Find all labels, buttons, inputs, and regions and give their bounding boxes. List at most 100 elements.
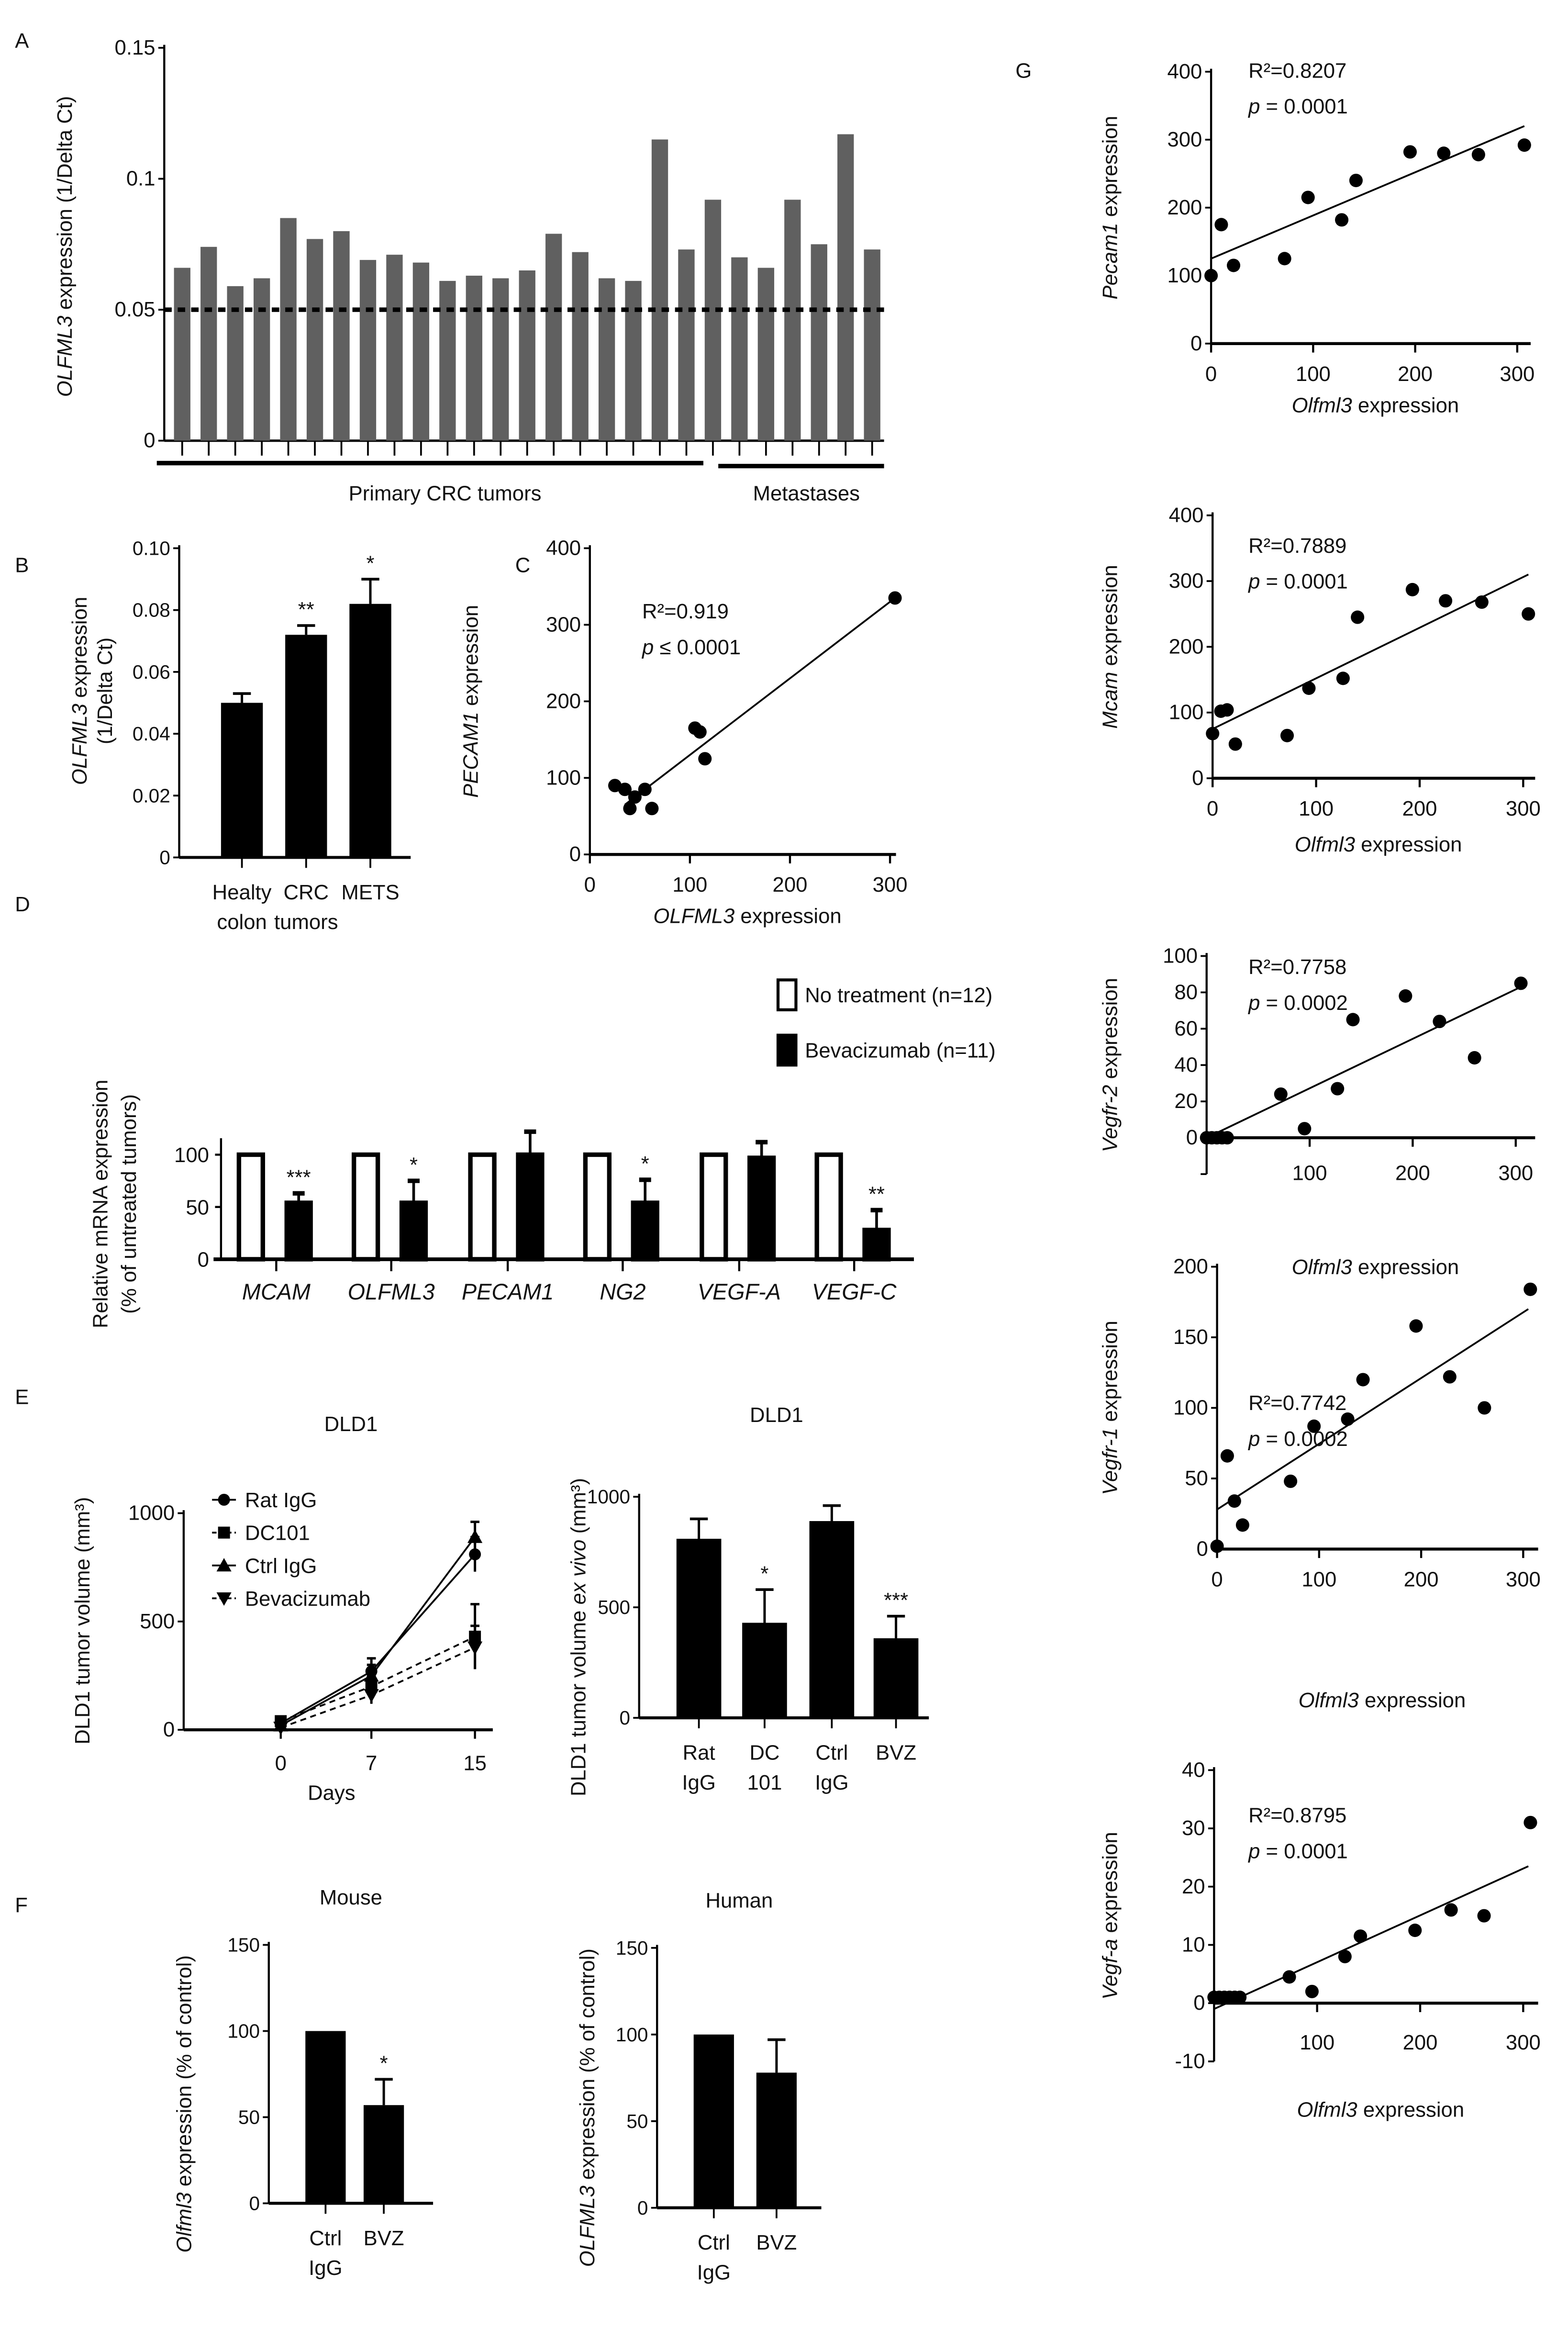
chart-G2-y-label-part: expression: [1098, 565, 1122, 672]
data-point: [1477, 1909, 1491, 1923]
chart-E2-y-label-part: DLD1 tumor volume: [567, 1605, 590, 1797]
chart-F2-y-label-part: expression (% of control): [576, 1948, 599, 2185]
x-tick-label-part: VEGF-A: [698, 1279, 781, 1304]
data-point: [1278, 252, 1291, 266]
legend-marker: [218, 1526, 230, 1539]
chart-G2-y-tick-label: 100: [1169, 701, 1204, 724]
x-tick-label: VEGF-C: [812, 1279, 897, 1304]
chart-G1-x-label-part: expression: [1352, 393, 1459, 417]
legend-marker: [216, 1558, 232, 1572]
chart-G3-y-label: Vegfr-2 expression: [1098, 978, 1122, 1152]
x-tick-label: 100: [1299, 797, 1334, 820]
chart-G3-x-label-part: Olfml3: [1292, 1255, 1352, 1279]
bar: [280, 218, 297, 441]
chart-G4-y-tick-label: 150: [1173, 1325, 1208, 1349]
data-point: [1298, 1122, 1312, 1136]
chart-G1-y-tick-label: 200: [1167, 196, 1202, 219]
chart-F2-y-tick-label: 100: [616, 2024, 648, 2046]
chart-G1-y-tick-label: 300: [1167, 128, 1202, 151]
x-tick-label: Healty: [212, 881, 272, 904]
chart-E2-y-tick-label: 500: [598, 1596, 630, 1618]
significance-label: ***: [287, 1166, 311, 1189]
bar: [359, 260, 377, 441]
bar-no-treatment: [700, 1152, 728, 1262]
chart-G3-r-squared: R²=0.7758: [1248, 955, 1346, 979]
bar: [333, 231, 350, 441]
data-point: [1437, 146, 1451, 160]
chart-E1-y-label: DLD1 tumor volume (mm³): [71, 1497, 94, 1745]
series-line-rat-igg: [280, 1554, 476, 1724]
chart-G5-p-value: p = 0.0001: [1247, 1839, 1348, 1863]
chart-G4-x-label-part: expression: [1359, 1689, 1466, 1712]
chart-B-y-tick-label: 0.02: [133, 784, 170, 806]
chart-G4-y-tick-label: 200: [1173, 1255, 1208, 1278]
data-point: [698, 752, 712, 766]
chart-G5-p-value-part: p: [1247, 1839, 1260, 1863]
data-point: [1405, 582, 1419, 596]
data-point: [467, 1529, 483, 1543]
data-point: [1403, 145, 1417, 159]
chart-G1-y-label: Pecam1 expression: [1098, 116, 1122, 300]
x-tick-label: Ctrl: [815, 1741, 848, 1764]
chart-C-y-tick-label: 0: [569, 842, 581, 866]
chart-G1-y-label-part: Pecam1: [1098, 223, 1122, 299]
chart-F1-y-label-part: expression (% of control): [172, 1955, 196, 2192]
data-point: [1301, 190, 1315, 204]
bar-bevacizumab: [284, 1200, 313, 1262]
bar: [651, 139, 668, 441]
bar: [412, 262, 430, 441]
bar: [864, 249, 880, 441]
chart-G3-y-tick-label: 100: [1163, 944, 1198, 967]
significance-label: **: [298, 598, 314, 621]
chart-G3-y-tick-label: 40: [1174, 1053, 1198, 1076]
chart-C-x-label: OLFML3 expression: [653, 905, 841, 928]
x-tick-label: 0: [275, 1751, 287, 1775]
data-point: [1228, 737, 1242, 751]
chart-G4-y-tick-label: 0: [1197, 1537, 1208, 1560]
bar: [174, 268, 190, 441]
chart-G1-p-value: p = 0.0001: [1247, 95, 1348, 118]
bar: [742, 1623, 787, 1718]
chart-E1-title: DLD1: [324, 1412, 378, 1436]
chart-G4-r-squared: R²=0.7742: [1248, 1391, 1346, 1415]
chart-F2-y-label: OLFML3 expression (% of control): [576, 1948, 599, 2267]
group-label: Metastases: [753, 482, 860, 505]
x-tick-label-2: IgG: [682, 1771, 715, 1794]
chart-A-y-tick-label: 0: [144, 429, 155, 452]
data-point: [645, 802, 659, 816]
x-tick-label: BVZ: [876, 1741, 916, 1764]
chart-G5-y-label-part: Vegf-a: [1098, 1939, 1122, 2000]
x-tick-label: METS: [341, 881, 399, 904]
legend-swatch: [776, 1033, 798, 1067]
data-point: [1471, 148, 1485, 162]
chart-G3-y-tick-label: 80: [1174, 980, 1198, 1004]
chart-C-x-label-part: OLFML3: [653, 905, 734, 928]
legend-label: Bevacizumab (n=11): [805, 1039, 996, 1063]
legend-marker: [218, 1493, 230, 1506]
bar: [873, 1638, 919, 1718]
regression-line: [1211, 125, 1525, 260]
bar: [221, 703, 263, 858]
data-point: [1524, 1282, 1537, 1296]
chart-B-y-label: OLFML3 expression: [68, 597, 91, 785]
data-point: [364, 1668, 379, 1682]
chart-B-y-tick-label: 0.06: [133, 661, 170, 683]
data-point: [888, 591, 902, 605]
chart-C-y-tick-label: 400: [546, 536, 581, 560]
x-tick-label: OLFML3: [348, 1279, 435, 1304]
data-point: [1522, 607, 1535, 621]
bar: [598, 278, 615, 441]
chart-G5-x-label-part: expression: [1357, 2098, 1464, 2121]
data-point: [1280, 728, 1294, 742]
chart-G3-p-value-part: p: [1247, 991, 1260, 1015]
legend-label: Rat IgG: [245, 1489, 317, 1512]
legend-marker: [216, 1592, 232, 1606]
chart-B-y-tick-label: 0: [159, 846, 170, 868]
chart-G5-y-tick-label: -10: [1175, 2049, 1205, 2073]
x-tick-label: 100: [672, 873, 707, 896]
bar: [809, 1521, 855, 1718]
chart-F2-y-tick-label: 0: [637, 2197, 648, 2219]
x-tick-label: 100: [1301, 1567, 1336, 1591]
chart-E1-x-label-part: Days: [308, 1781, 356, 1805]
data-point: [1331, 1082, 1345, 1096]
